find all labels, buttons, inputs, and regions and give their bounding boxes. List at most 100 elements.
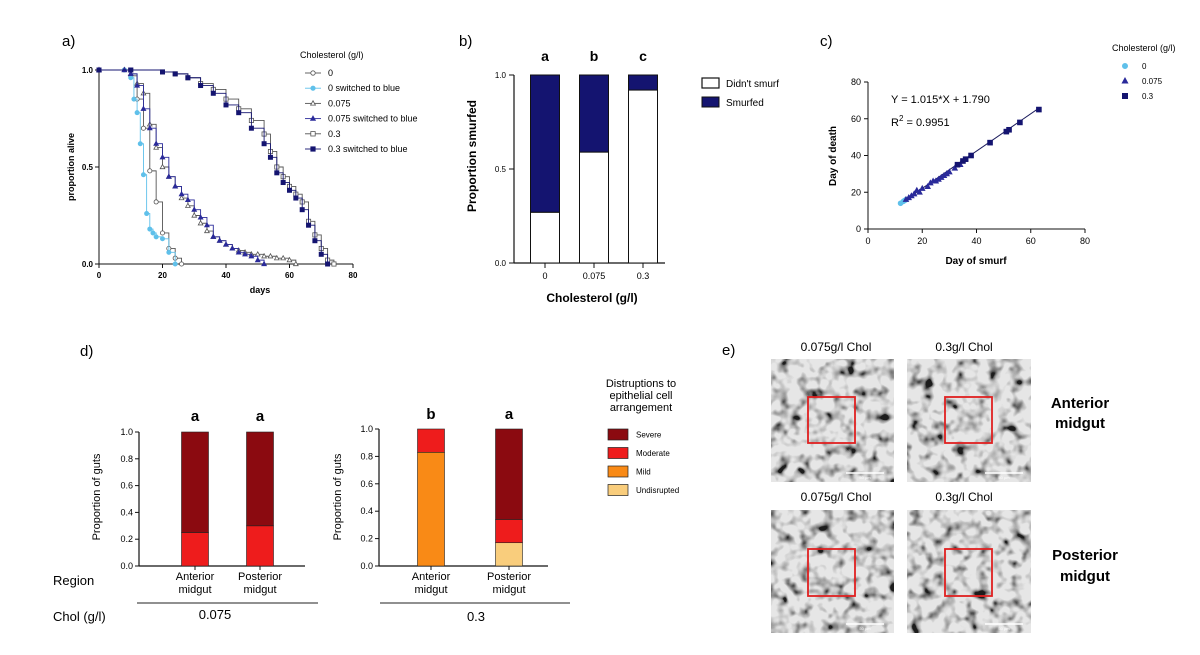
survival-legend-label: 0 switched to blue [328,83,400,93]
scatter-legend-label: 0.3 [1142,92,1154,101]
d-legend-swatch [607,484,629,496]
survival-legend-marker [309,99,317,106]
survival-data-point [223,241,229,247]
panel-label-e: e) [722,342,735,359]
survival-y-label: proportion alive [66,133,76,201]
smurf-x-tick-label: 0 [542,271,547,281]
scatter-y-tick-label: 80 [851,77,861,87]
scatter-x-label: Day of smurf [945,256,1007,267]
bar-didnt-smurf [628,89,658,264]
survival-data-point [96,67,102,73]
panel-label-a: a) [62,33,75,50]
survival-legend-label: 0.3 switched to blue [328,144,408,154]
survival-data-point [280,180,286,186]
survival-legend-title: Cholesterol (g/l) [300,50,364,60]
survival-data-point [325,261,331,267]
micrograph-posterior-0075: 50 µm [771,510,894,633]
survival-data-point [153,199,159,205]
chol-label: Chol (g/l) [53,609,106,624]
d1-y-label: Proportion of guts [91,453,103,540]
scatter-point [910,190,918,197]
survival-data-point [248,252,255,259]
survival-legend-marker [310,70,316,76]
survival-data-point [184,202,191,208]
survival-data-point [159,236,165,242]
scatter-point [1017,119,1023,126]
r2-superscript: 2 [899,114,904,123]
bar-didnt-smurf [530,211,560,264]
scatter-point [916,188,923,195]
survival-x-tick-label: 0 [97,271,102,280]
smurf-y-tick-label: 1.0 [495,71,507,80]
survival-data-point [274,170,280,176]
scatter-point [918,184,926,191]
survival-x-tick-label: 60 [285,271,294,280]
survival-data-point [147,226,153,232]
survival-data-point [197,214,204,220]
scatter-point [968,152,974,159]
scatter-point [951,164,959,171]
scatter-point [924,183,931,190]
scatter-point [946,168,953,175]
survival-x-tick-label: 80 [349,271,358,280]
legend-label-didnt-smurf: Didn't smurf [726,79,779,90]
d-legend-title-3: arrangement [610,402,672,414]
d-y-tick-label: 1.0 [360,424,373,434]
significance-letter: b [426,406,435,423]
significance-letter: a [191,408,200,425]
micrograph-anterior-0075: 50 µm [771,359,894,482]
survival-data-point [299,207,305,213]
survival-data-point [210,90,216,96]
survival-data-point [261,141,267,147]
d-y-tick-label: 0.0 [120,561,133,571]
survival-legend-label: 0.3 [328,129,341,139]
scatter-point [987,139,993,146]
survival-data-point [165,173,172,179]
survival-data-point [131,96,137,102]
smurf-x-label: Cholesterol (g/l) [546,291,637,305]
survival-data-point [312,238,318,244]
survival-data-point [286,187,292,193]
row-label-anterior-2: midgut [1055,415,1105,432]
survival-data-point [128,75,134,81]
survival-data-point [128,67,134,73]
region-label: Region [53,573,94,588]
micrograph-image [771,510,894,633]
group-label-0075: 0.075 [199,607,232,622]
scatter-legend-marker [1122,93,1129,100]
significance-letter: a [256,408,265,425]
survival-data-point [254,256,261,263]
scatter-x-tick-label: 80 [1080,236,1090,246]
d-legend-label: Moderate [636,449,670,458]
d-x-tick-label-2: midgut [243,584,276,596]
significance-letter: c [639,48,647,64]
scale-bar-label: 50 µm [859,626,871,631]
image-col-label-3: 0.075g/l Chol [801,490,872,504]
survival-data-point [150,230,156,236]
d-legend-swatch [607,465,629,478]
survival-data-point [147,168,153,174]
survival-data-point [172,71,178,77]
scatter-legend-title: Cholesterol (g/l) [1112,43,1176,53]
region-of-interest-box [944,548,993,597]
d-legend-title-2: epithelial cell [610,390,673,402]
legend-swatch-smurfed [701,96,720,108]
d-legend-swatch [607,428,629,441]
survival-data-point [210,233,217,239]
significance-letter: b [590,48,599,64]
survival-data-point [127,70,134,76]
d-y-tick-label: 0.6 [120,481,133,491]
survival-data-point [280,254,287,261]
survival-data-point [159,163,166,170]
smurf-x-tick-label: 0.075 [583,271,606,281]
survival-legend-label: 0.075 switched to blue [328,114,418,124]
panel-label-b: b) [459,33,472,50]
row-label-posterior-1: Posterior [1052,547,1118,564]
survival-data-point [261,260,268,267]
survival-data-point [203,227,210,234]
d-x-tick-label-1: Posterior [238,571,282,583]
survival-data-point [306,222,312,228]
survival-data-point [172,261,178,267]
survival-data-point [267,154,273,160]
